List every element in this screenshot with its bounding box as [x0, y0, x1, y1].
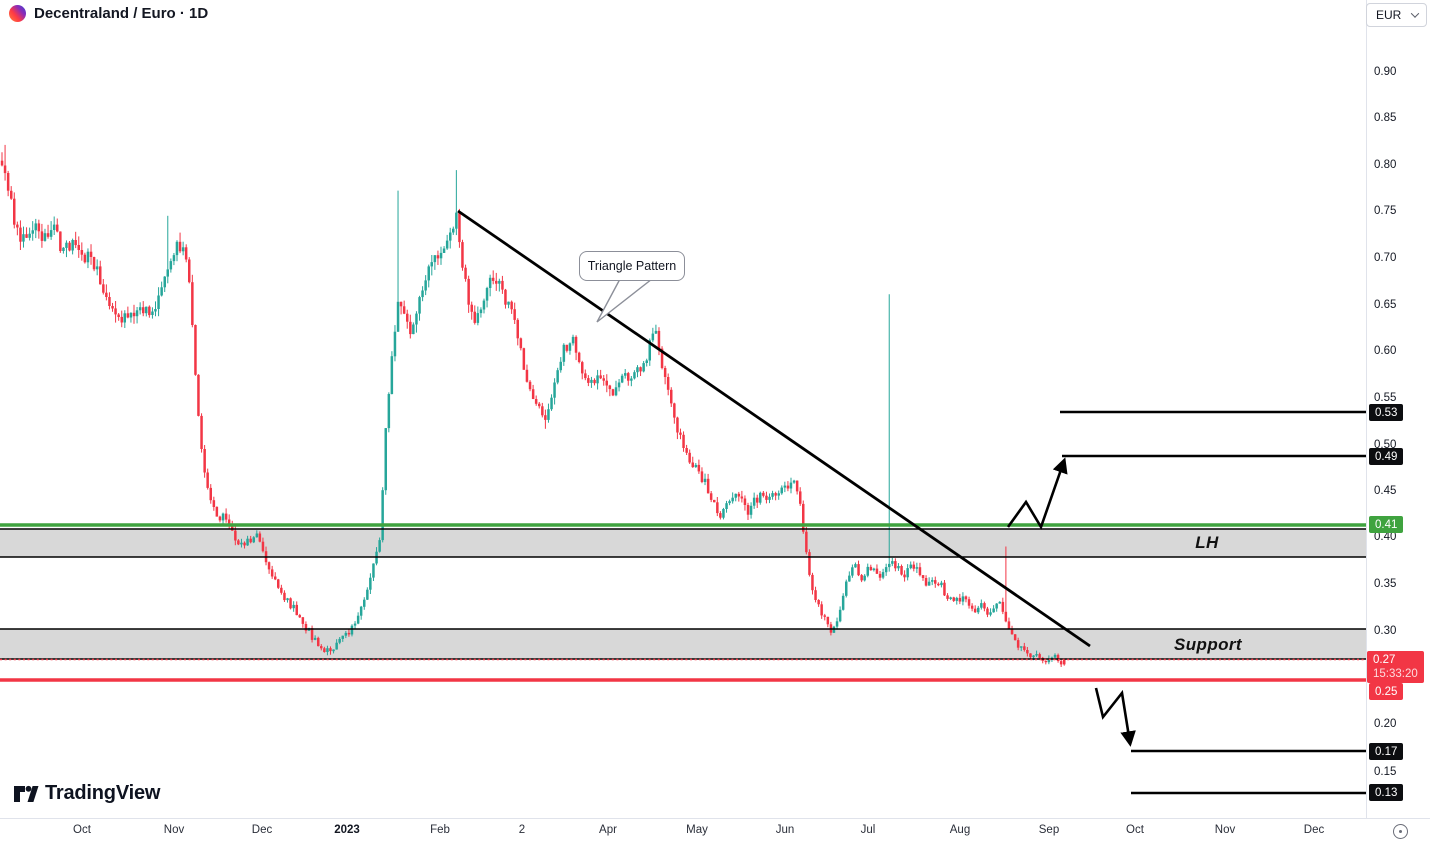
time-axis-label-Jun: Jun: [775, 824, 795, 836]
time-axis-label-Oct: Oct: [73, 824, 91, 836]
price-badge-0.49: 0.49: [1369, 448, 1404, 465]
price-axis-label-0.15: 0.15: [1374, 766, 1397, 778]
time-axis-label-Dec: Dec: [1303, 824, 1325, 836]
support-zone[interactable]: [0, 629, 1366, 659]
price-axis-label-0.65: 0.65: [1374, 299, 1397, 311]
time-axis-label-Nov: Nov: [163, 824, 185, 836]
time-axis-label-Aug: Aug: [949, 824, 971, 836]
symbol-title[interactable]: Decentraland / Euro · 1D: [34, 5, 209, 22]
price-axis-label-0.45: 0.45: [1374, 485, 1397, 497]
zone-fill-layer[interactable]: [0, 529, 1366, 659]
price-axis-label-0.35: 0.35: [1374, 578, 1397, 590]
tradingview-logo-icon: [14, 785, 39, 802]
time-axis-label-Apr: Apr: [599, 824, 617, 836]
decentraland-logo-icon: [9, 5, 26, 22]
currency-selector[interactable]: EUR: [1366, 3, 1427, 27]
price-axis-label-0.40: 0.40: [1374, 531, 1397, 543]
price-axis-label-0.90: 0.90: [1374, 66, 1397, 78]
candlestick-layer: [0, 144, 1066, 667]
price-badge-0.17: 0.17: [1369, 743, 1404, 760]
price-axis-label-0.30: 0.30: [1374, 625, 1397, 637]
price-badge-0-25: 0.25: [1369, 683, 1404, 700]
bar-close-countdown: 15:33:20: [1373, 668, 1418, 680]
price-badge-0.41: 0.41: [1369, 516, 1404, 533]
price-axis-label-0.75: 0.75: [1374, 205, 1397, 217]
time-axis-label-Feb: Feb: [430, 824, 450, 836]
timezone-clock-icon[interactable]: [1393, 824, 1408, 839]
price-axis-label-0.70: 0.70: [1374, 252, 1397, 264]
time-axis-label-Sep: Sep: [1038, 824, 1060, 836]
zigzag-arrow-up[interactable]: [1006, 457, 1068, 531]
time-axis[interactable]: Oct Nov Dec 2023 Feb 2 Apr May Jun Jul Aug Sep Oct No…: [0, 818, 1430, 843]
price-axis-label-0.85: 0.85: [1374, 112, 1397, 124]
price-axis-label-0.60: 0.60: [1374, 345, 1397, 357]
time-axis-label-Jul: Jul: [860, 824, 876, 836]
time-axis-label-May: May: [686, 824, 708, 836]
time-axis-label-Dec: Dec: [251, 824, 273, 836]
time-axis-label-Oct: Oct: [1126, 824, 1144, 836]
tradingview-logo-text: TradingView: [45, 782, 161, 804]
time-axis-label-Nov: Nov: [1214, 824, 1236, 836]
price-axis-label-0.55: 0.55: [1374, 392, 1397, 404]
price-badge-0.53: 0.53: [1369, 404, 1404, 421]
lh-zone[interactable]: [0, 529, 1366, 557]
zigzag-arrow-down[interactable]: [1094, 687, 1136, 747]
price-axis[interactable]: 0.27 15:33:20 0.25 0.90 0.85 0.80 0.75 0.70 0…: [1366, 0, 1430, 818]
price-axis-label-0.80: 0.80: [1374, 159, 1397, 171]
price-axis-label-0.20: 0.20: [1374, 718, 1397, 730]
current-price-badge: 0.27 15:33:20: [1367, 651, 1424, 683]
descending-trendline[interactable]: [457, 209, 1091, 648]
triangle-pattern-callout[interactable]: Triangle Pattern: [579, 251, 685, 281]
drawings-layer[interactable]: [0, 209, 1366, 795]
current-price-value: 0.27: [1373, 654, 1396, 666]
price-badge-0.13: 0.13: [1369, 784, 1404, 801]
time-axis-label-2023: 2023: [334, 824, 360, 836]
chart-header: Decentraland / Euro · 1D: [9, 5, 208, 22]
currency-selector-label: EUR: [1376, 8, 1402, 22]
time-axis-label-2: 2: [518, 824, 526, 836]
lh-zone-label[interactable]: LH: [1195, 533, 1219, 552]
chevron-down-icon: [1410, 9, 1420, 18]
tradingview-watermark[interactable]: TradingView: [13, 782, 160, 805]
support-zone-label[interactable]: Support: [1174, 635, 1242, 654]
